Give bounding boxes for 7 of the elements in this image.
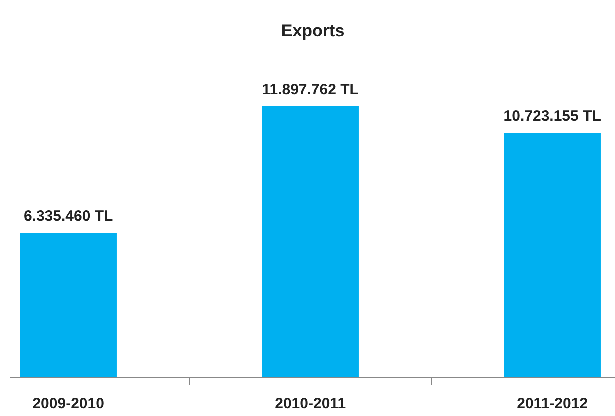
chart-title: Exports	[281, 22, 345, 40]
data-label: 6.335.460 TL	[24, 208, 114, 226]
data-label: 11.897.762 TL	[262, 81, 359, 98]
x-tick-label: 2009-2010	[32, 396, 104, 412]
data-label: 10.723.155 TL	[504, 108, 602, 126]
x-tick-label: 2011-2012	[517, 396, 588, 412]
x-tick-label: 2010-2011	[275, 396, 346, 412]
